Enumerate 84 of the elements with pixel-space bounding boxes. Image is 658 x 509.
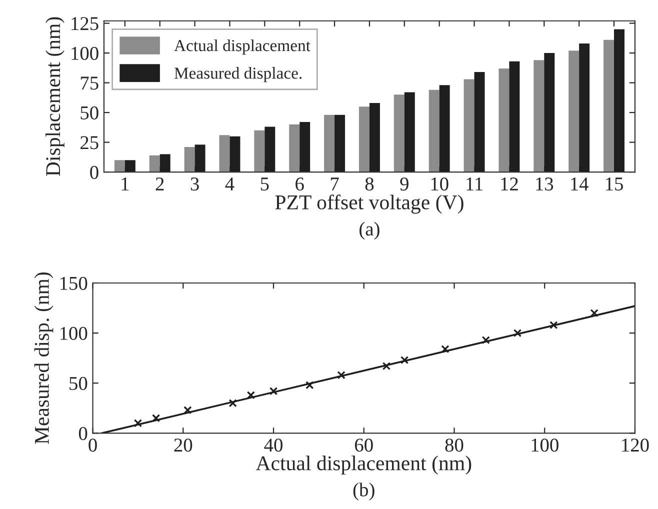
x-tick-label: 100 xyxy=(532,438,558,452)
point xyxy=(513,328,522,338)
y-axis-title: Displacement (nm) xyxy=(45,17,64,176)
point xyxy=(306,381,314,390)
x-tick-label: 8 xyxy=(365,177,374,191)
bar xyxy=(124,160,136,172)
x-tick-label: 7 xyxy=(330,178,339,190)
x-tick-label: 9 xyxy=(400,178,408,191)
point xyxy=(246,391,256,400)
bar xyxy=(464,79,474,172)
legend-label: Measured displace. xyxy=(174,67,302,82)
bar xyxy=(334,114,346,172)
bar xyxy=(428,90,440,172)
point xyxy=(550,320,558,330)
point xyxy=(269,387,278,396)
point xyxy=(228,399,237,408)
x-tick-label: 5 xyxy=(260,178,269,191)
bar xyxy=(219,135,230,172)
y-tick-label: 0 xyxy=(90,166,98,179)
bar xyxy=(358,106,370,172)
bar xyxy=(369,103,380,172)
bar xyxy=(404,92,415,172)
x-tick-label: 80 xyxy=(445,438,464,452)
bar xyxy=(474,72,485,172)
x-tick-label: 1 xyxy=(122,178,129,190)
y-tick-label: 100 xyxy=(72,46,98,60)
y-tick-label: 0 xyxy=(78,426,88,440)
y-tick-label: 125 xyxy=(72,17,98,30)
bar xyxy=(149,155,160,172)
bar xyxy=(194,144,206,172)
bar xyxy=(264,126,276,172)
point xyxy=(441,344,450,354)
x-tick-label: 40 xyxy=(264,438,282,452)
bar xyxy=(498,68,510,172)
y-tick-label: 150 xyxy=(60,276,88,290)
bar xyxy=(324,114,335,172)
x-axis-title: Actual displacement (nm) xyxy=(256,456,472,475)
bar xyxy=(184,147,195,172)
x-tick-label: 12 xyxy=(501,178,518,190)
x-tick-label: 3 xyxy=(190,178,199,191)
bar xyxy=(300,122,310,172)
y-tick-label: 50 xyxy=(70,376,88,390)
x-tick-label: 20 xyxy=(174,438,192,452)
y-tick-label: 25 xyxy=(80,136,98,150)
x-tick-label: 14 xyxy=(571,178,588,190)
point xyxy=(590,308,598,318)
text: (b) xyxy=(353,482,374,500)
text: (a) xyxy=(360,222,380,240)
bar xyxy=(160,154,170,172)
point xyxy=(400,356,409,364)
bar xyxy=(534,60,544,172)
x-tick-label: 15 xyxy=(606,178,623,191)
y-axis-title: Measured disp. (nm) xyxy=(34,272,54,444)
x-tick-label: 11 xyxy=(466,178,482,190)
y-tick-label: 50 xyxy=(80,106,98,120)
bar xyxy=(544,53,555,172)
x-tick-label: 6 xyxy=(296,178,304,191)
bar xyxy=(114,160,125,172)
bar xyxy=(289,124,300,172)
y-tick-label: 100 xyxy=(60,326,88,340)
x-tick-label: 120 xyxy=(622,438,649,452)
point xyxy=(337,371,346,380)
bar xyxy=(394,94,404,172)
x-tick-label: 4 xyxy=(225,178,234,190)
point xyxy=(382,362,391,370)
bar xyxy=(509,61,520,172)
bar xyxy=(614,29,624,172)
point xyxy=(152,414,160,422)
bar xyxy=(254,130,265,172)
x-tick-label: 13 xyxy=(536,178,554,191)
x-tick-label: 10 xyxy=(431,177,448,191)
x-axis-title: PZT offset voltage (V) xyxy=(275,194,464,214)
x-tick-label: 2 xyxy=(156,178,164,190)
bar xyxy=(568,50,580,172)
legend-label: Actual displacement xyxy=(174,39,310,55)
bar xyxy=(579,43,590,172)
point xyxy=(134,419,142,428)
x-tick-label: 60 xyxy=(354,438,373,452)
point xyxy=(184,406,192,414)
bar xyxy=(230,136,240,172)
y-tick-label: 75 xyxy=(80,76,98,90)
bar xyxy=(604,40,614,172)
point xyxy=(482,336,490,344)
bar xyxy=(439,85,450,172)
